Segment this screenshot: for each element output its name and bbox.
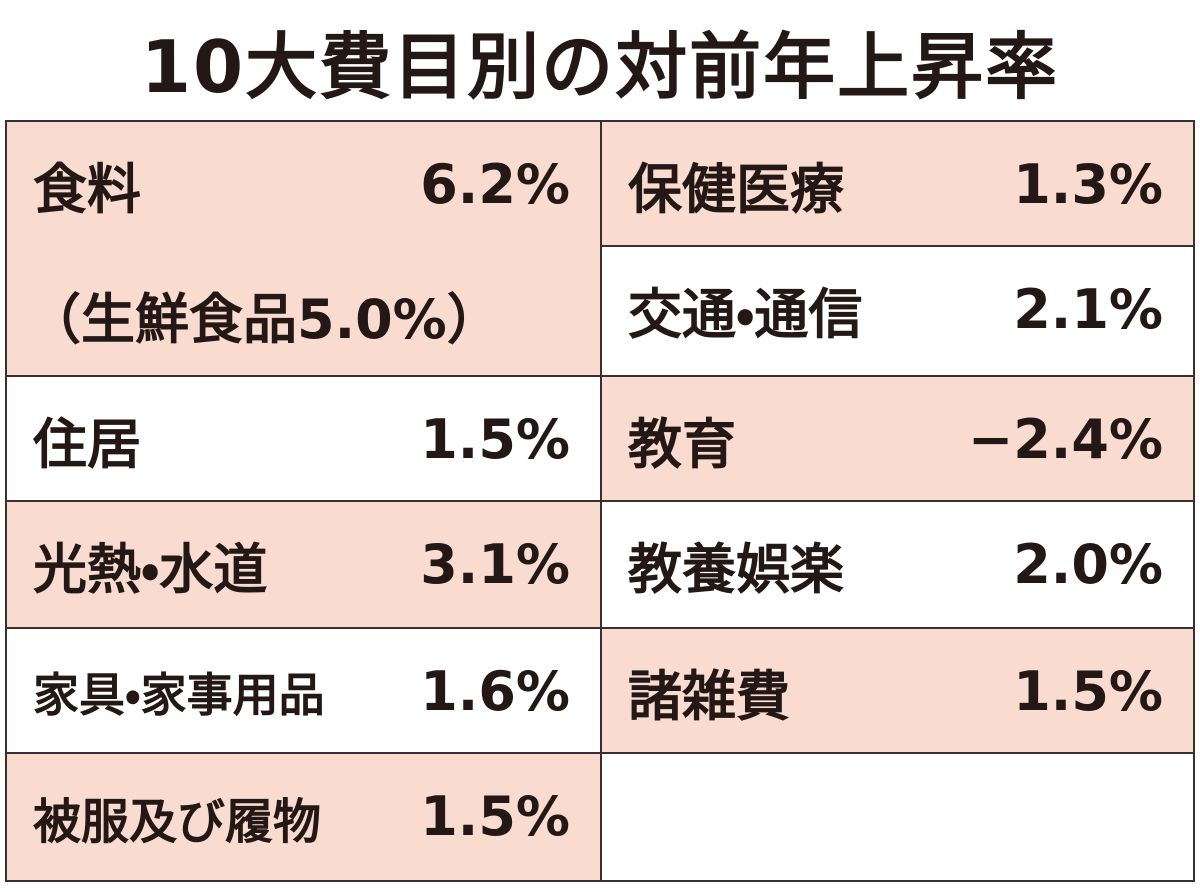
table-cell: 住居 1.5%	[5, 375, 602, 502]
table-cell: 教養娯楽 2.0%	[600, 500, 1195, 629]
cell-row: 諸雑費 1.5%	[628, 629, 1163, 754]
cell-label: 光熱・水道	[33, 538, 268, 601]
table-cell: 教育 −2.4%	[600, 375, 1195, 502]
empty-cell	[600, 752, 1195, 882]
cell-value: 1.6%	[420, 660, 570, 723]
cell-label: 教育	[628, 413, 736, 476]
table-cell: 保健医療 1.3%	[600, 120, 1195, 247]
cell-label: 被服及び履物	[33, 793, 322, 850]
cell-value: 6.2%	[420, 153, 570, 216]
cell-row: 住居 1.5%	[33, 377, 570, 502]
table-cell: 諸雑費 1.5%	[600, 627, 1195, 754]
cell-value: 1.5%	[420, 408, 570, 471]
cell-row: 光熱・水道 3.1%	[33, 502, 570, 627]
table-cell: 家具・家事用品 1.6%	[5, 627, 602, 754]
cell-row: 教養娯楽 2.0%	[628, 502, 1163, 627]
cell-row: 保健医療 1.3%	[628, 122, 1163, 247]
cell-value: 2.0%	[1013, 533, 1163, 596]
title: 10大費目別の対前年上昇率	[140, 25, 1060, 109]
table-cell: 食料 6.2% （生鮮食品5.0%）	[5, 120, 602, 377]
cell-row: 交通・通信 2.1%	[628, 247, 1163, 372]
cell-value: 1.5%	[420, 785, 570, 848]
cell-label: 交通・通信	[628, 283, 863, 346]
table-cell: 光熱・水道 3.1%	[5, 500, 602, 629]
cell-label: 住居	[33, 413, 141, 476]
cell-label: 諸雑費	[628, 665, 790, 728]
cell-value: 1.3%	[1013, 153, 1163, 216]
cell-row: 食料 6.2%	[33, 122, 570, 247]
cell-label: 家具・家事用品	[33, 667, 325, 722]
cell-value: 3.1%	[420, 533, 570, 596]
cell-row: 家具・家事用品 1.6%	[33, 629, 570, 754]
cell-row: 教育 −2.4%	[628, 377, 1163, 502]
cell-label: 保健医療	[628, 158, 844, 221]
cell-value: 1.5%	[1013, 660, 1163, 723]
cell-label: 食料	[33, 158, 141, 221]
cell-row: 被服及び履物 1.5%	[33, 754, 570, 879]
table-cell: 交通・通信 2.1%	[600, 245, 1195, 377]
cell-value: 2.1%	[1013, 278, 1163, 341]
cell-value: −2.4%	[967, 408, 1163, 471]
cell-label: 教養娯楽	[628, 538, 844, 601]
table-cell: 被服及び履物 1.5%	[5, 752, 602, 882]
cell-note: （生鮮食品5.0%）	[27, 288, 501, 351]
